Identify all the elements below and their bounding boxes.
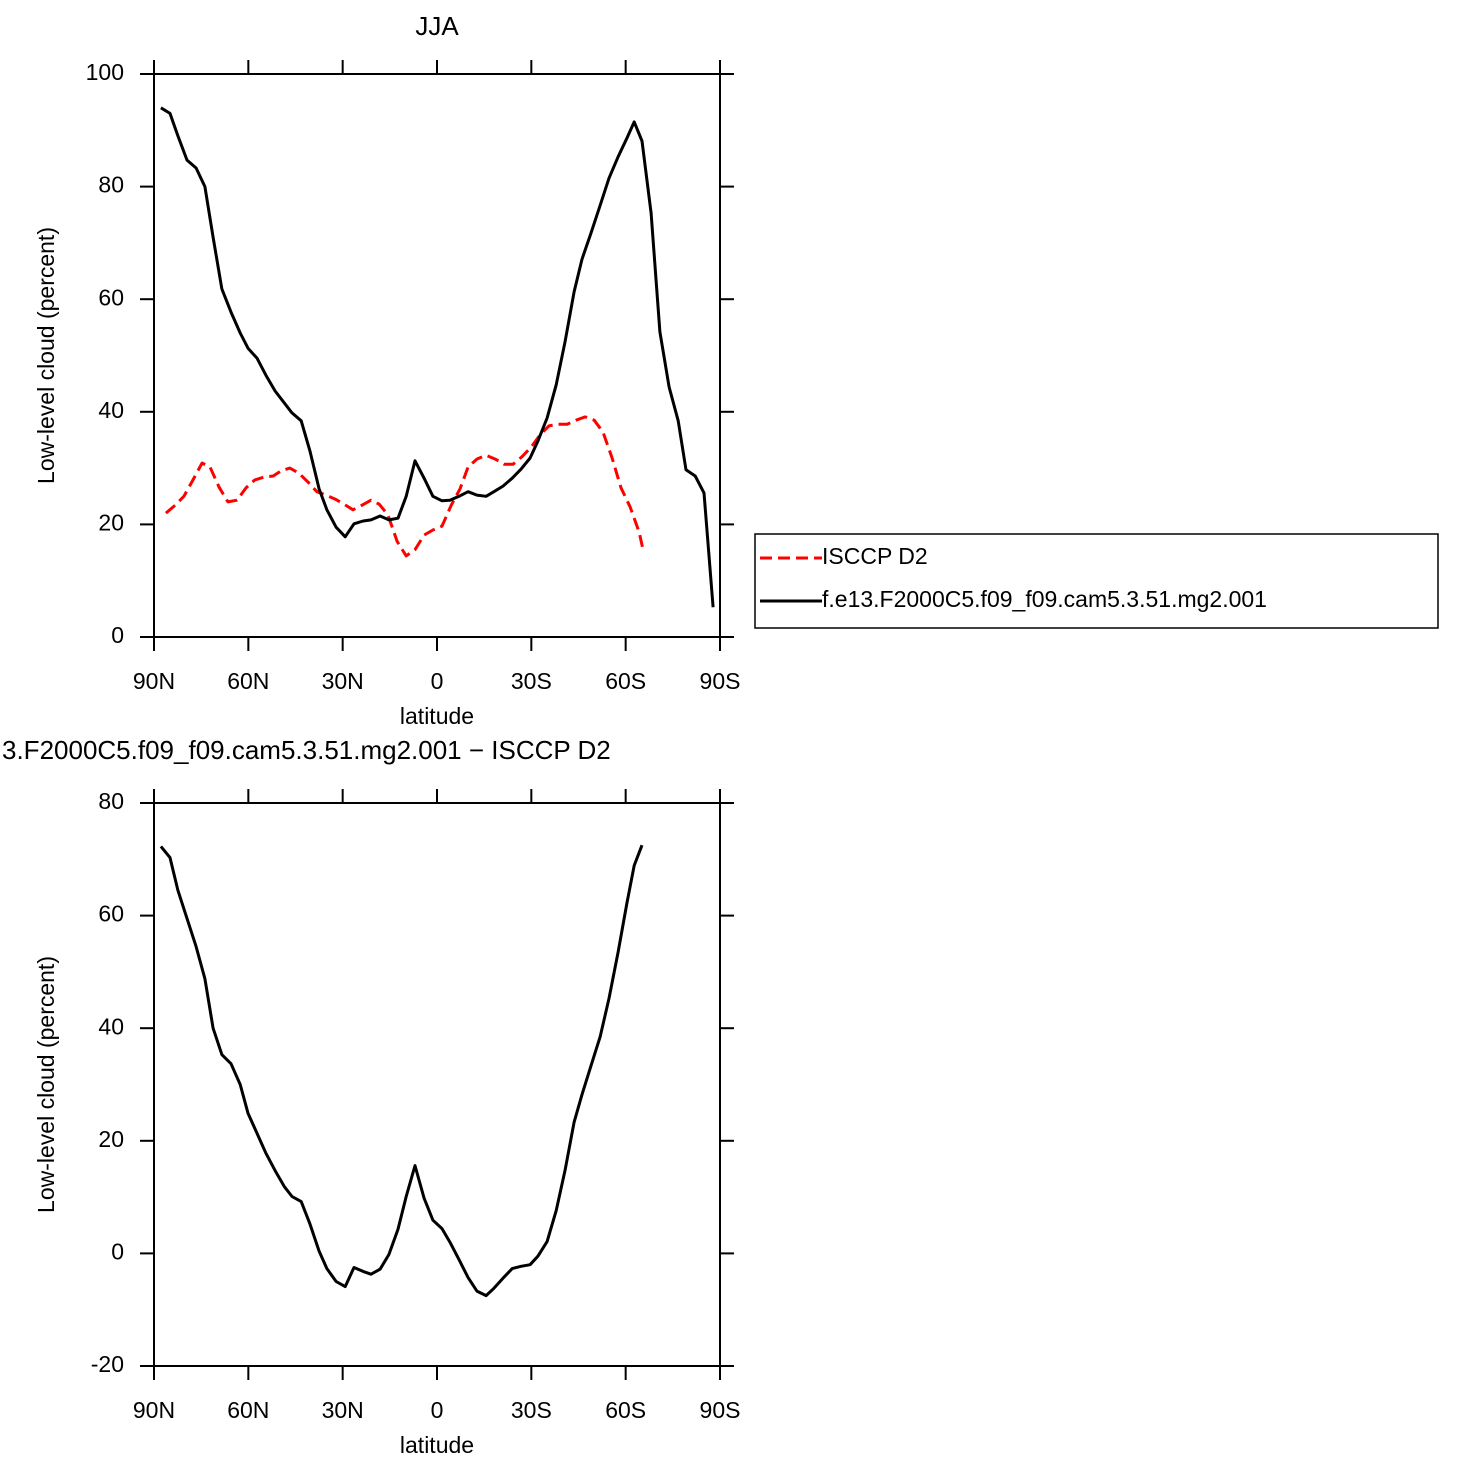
- legend-box: [754, 533, 1439, 629]
- y-tick-label: 80: [98, 788, 124, 814]
- y-tick-label: 100: [86, 59, 124, 85]
- data-line: [164, 415, 645, 558]
- chart-title: JJA: [415, 11, 459, 41]
- x-tick-label: 90S: [700, 1397, 741, 1423]
- x-axis-label: latitude: [400, 703, 474, 729]
- y-axis-label: Low-level cloud (percent): [33, 956, 59, 1213]
- y-tick-label: 80: [98, 172, 124, 198]
- x-tick-label: 90S: [700, 668, 741, 694]
- x-tick-label: 30S: [511, 668, 552, 694]
- x-tick-label: 30N: [322, 1397, 364, 1423]
- x-tick-label: 60N: [227, 1397, 269, 1423]
- x-tick-label: 60N: [227, 668, 269, 694]
- y-axis-label: Low-level cloud (percent): [33, 227, 59, 484]
- x-axis-label: latitude: [400, 1432, 474, 1458]
- chart-title: 3.F2000C5.f09_f09.cam5.3.51.mg2.001 − IS…: [2, 735, 611, 765]
- y-tick-label: -20: [91, 1351, 124, 1377]
- y-tick-label: 0: [111, 1238, 124, 1264]
- legend-label: f.e13.F2000C5.f09_f09.cam5.3.51.mg2.001: [822, 586, 1267, 612]
- y-tick-label: 60: [98, 901, 124, 927]
- x-tick-label: 90N: [133, 668, 175, 694]
- x-tick-label: 90N: [133, 1397, 175, 1423]
- y-tick-label: 0: [111, 622, 124, 648]
- y-tick-label: 40: [98, 1013, 124, 1039]
- data-line: [159, 844, 644, 1298]
- y-tick-label: 60: [98, 284, 124, 310]
- x-tick-label: 30S: [511, 1397, 552, 1423]
- x-tick-label: 60S: [605, 1397, 646, 1423]
- x-tick-label: 30N: [322, 668, 364, 694]
- x-tick-label: 60S: [605, 668, 646, 694]
- x-tick-label: 0: [431, 668, 444, 694]
- y-tick-label: 40: [98, 397, 124, 423]
- y-tick-label: 20: [98, 1126, 124, 1152]
- plot-frame: [153, 73, 721, 638]
- legend-label: ISCCP D2: [822, 543, 928, 569]
- x-tick-label: 0: [431, 1397, 444, 1423]
- data-line: [160, 106, 715, 608]
- y-tick-label: 20: [98, 509, 124, 535]
